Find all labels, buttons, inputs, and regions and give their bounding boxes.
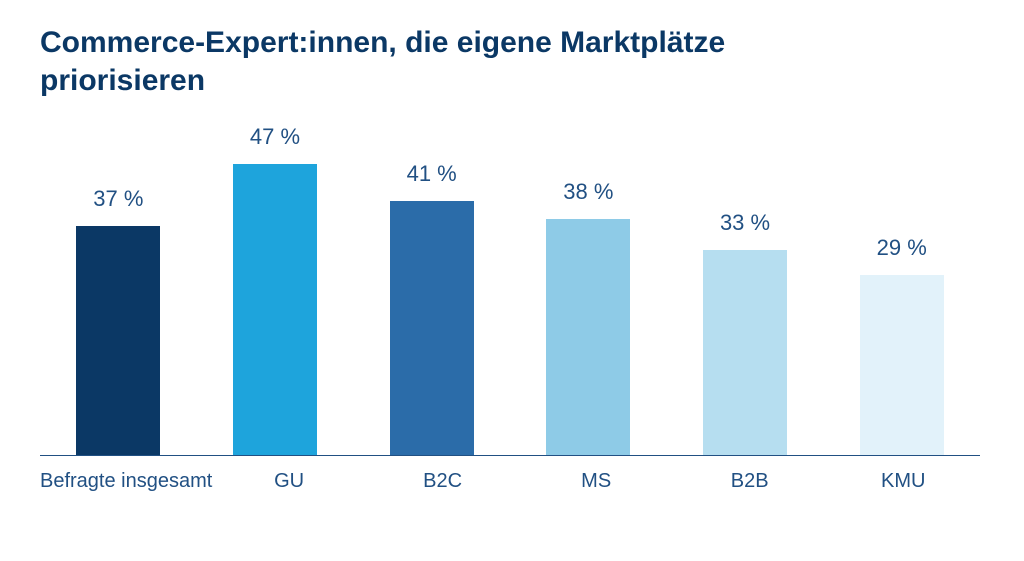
bar-value-label: 41 %	[407, 161, 457, 187]
category-label: Befragte insgesamt	[40, 470, 212, 493]
bar-value-label: 38 %	[563, 179, 613, 205]
bar-slot: 33 %	[667, 145, 824, 455]
bar: 33 %	[703, 250, 787, 455]
chart-category-labels: Befragte insgesamtGUB2CMSB2BKMU	[40, 470, 980, 493]
chart-bars-row: 37 % 47 % 41 % 38 % 33 % 29 %	[40, 145, 980, 455]
bar-slot: 47 %	[197, 145, 354, 455]
bar-value-label: 33 %	[720, 210, 770, 236]
category-label: MS	[519, 470, 673, 493]
bar-value-label: 29 %	[877, 235, 927, 261]
bar-chart: 37 % 47 % 41 % 38 % 33 % 29 % Befragte insges…	[40, 145, 980, 493]
bar-value-label: 47 %	[250, 124, 300, 150]
chart-plot-area: 37 % 47 % 41 % 38 % 33 % 29 %	[40, 145, 980, 456]
bar-slot: 29 %	[823, 145, 980, 455]
page: Commerce-Expert:innen, die eigene Marktp…	[0, 0, 1024, 561]
bar: 29 %	[860, 275, 944, 455]
bar: 41 %	[390, 201, 474, 455]
bar: 37 %	[76, 226, 160, 455]
category-label: KMU	[826, 470, 980, 493]
chart-title: Commerce-Expert:innen, die eigene Marktp…	[40, 24, 760, 99]
bar-value-label: 37 %	[93, 186, 143, 212]
bar-slot: 38 %	[510, 145, 667, 455]
bar-slot: 37 %	[40, 145, 197, 455]
category-label: GU	[212, 470, 366, 493]
bar: 38 %	[546, 219, 630, 455]
category-label: B2C	[366, 470, 520, 493]
category-label: B2B	[673, 470, 827, 493]
bar: 47 %	[233, 164, 317, 455]
bar-slot: 41 %	[353, 145, 510, 455]
